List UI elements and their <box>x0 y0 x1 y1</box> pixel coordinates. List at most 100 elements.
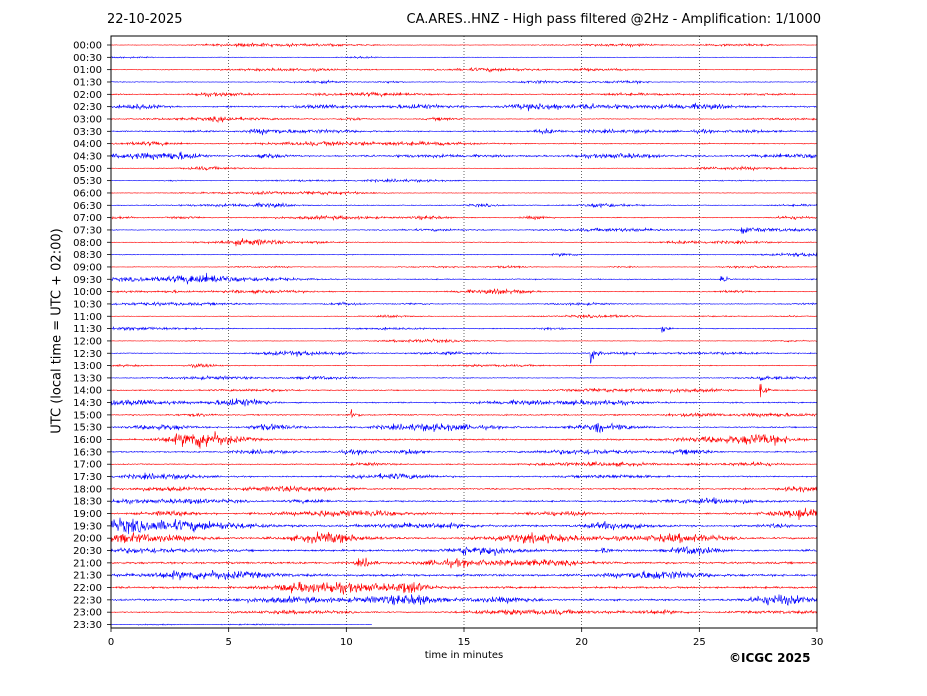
trace-1630 <box>110 448 818 456</box>
row-label: 00:30 <box>73 53 102 64</box>
x-tick-label: 15 <box>458 637 471 648</box>
row-label: 05:00 <box>73 164 102 175</box>
trace-0100 <box>110 67 818 73</box>
row-label: 03:00 <box>73 114 102 125</box>
row-label: 08:30 <box>73 250 102 261</box>
trace-0830 <box>110 252 818 258</box>
row-label: 04:00 <box>73 139 102 150</box>
trace-0730 <box>110 226 818 234</box>
trace-1100 <box>111 313 818 319</box>
trace-1300 <box>110 362 818 369</box>
trace-0130 <box>110 79 818 85</box>
trace-1930 <box>110 517 818 535</box>
row-label: 08:00 <box>73 238 102 249</box>
trace-1700 <box>110 460 818 467</box>
x-tick-label: 0 <box>108 637 114 648</box>
row-label: 01:30 <box>73 77 102 88</box>
trace-2000 <box>110 531 818 544</box>
trace-2230 <box>110 594 818 606</box>
trace-1400 <box>110 383 818 398</box>
trace-0200 <box>110 91 818 98</box>
trace-2100 <box>110 557 818 569</box>
plot-frame <box>110 35 818 629</box>
trace-1030 <box>110 301 818 307</box>
row-label: 22:00 <box>73 583 102 594</box>
trace-1330 <box>110 374 818 381</box>
trace-0300 <box>110 115 818 124</box>
row-label: 07:00 <box>73 213 102 224</box>
row-label: 10:30 <box>73 299 102 310</box>
trace-0030 <box>110 55 818 59</box>
date-label: 22-10-2025 <box>107 12 183 27</box>
trace-0000 <box>110 42 818 49</box>
row-label: 14:30 <box>73 398 102 409</box>
row-label: 11:00 <box>73 312 102 323</box>
trace-1230 <box>110 350 818 364</box>
trace-1130 <box>110 326 818 333</box>
chart-title: CA.ARES..HNZ - High pass filtered @2Hz -… <box>406 12 821 27</box>
row-label: 15:30 <box>73 423 102 434</box>
trace-0230 <box>110 102 818 112</box>
row-label: 16:00 <box>73 435 102 446</box>
trace-2200 <box>110 581 818 595</box>
row-label: 13:30 <box>73 373 102 384</box>
row-label: 17:00 <box>73 460 102 471</box>
trace-0400 <box>110 140 818 147</box>
x-tick-label: 30 <box>811 637 824 648</box>
trace-0530 <box>110 178 818 184</box>
x-tick-label: 25 <box>693 637 706 648</box>
row-label: 22:30 <box>73 595 102 606</box>
row-label: 21:30 <box>73 571 102 582</box>
trace-1530 <box>110 422 818 434</box>
row-label: 03:30 <box>73 127 102 138</box>
x-tick-label: 10 <box>340 637 353 648</box>
row-label: 06:00 <box>73 188 102 199</box>
row-label: 17:30 <box>73 472 102 483</box>
trace-1600 <box>110 431 818 449</box>
trace-1730 <box>110 472 818 481</box>
trace-1000 <box>110 288 818 295</box>
trace-1500 <box>110 409 818 419</box>
trace-2300 <box>110 608 818 616</box>
row-label: 11:30 <box>73 324 102 335</box>
trace-0430 <box>110 151 818 161</box>
trace-0800 <box>110 238 818 247</box>
x-tick-label: 5 <box>225 637 231 648</box>
row-label: 20:00 <box>73 534 102 545</box>
row-label: 16:30 <box>73 447 102 458</box>
row-label: 01:00 <box>73 65 102 76</box>
row-label: 12:30 <box>73 349 102 360</box>
trace-0500 <box>110 165 818 172</box>
row-label: 00:00 <box>73 41 102 52</box>
row-label: 09:30 <box>73 275 102 286</box>
row-label: 04:30 <box>73 151 102 162</box>
row-label: 14:00 <box>73 386 102 397</box>
row-label: 23:30 <box>73 620 102 631</box>
row-label: 18:00 <box>73 484 102 495</box>
row-label: 06:30 <box>73 201 102 212</box>
row-label: 15:00 <box>73 410 102 421</box>
trace-0330 <box>110 128 818 136</box>
trace-0900 <box>110 265 818 269</box>
row-label: 10:00 <box>73 287 102 298</box>
row-label: 02:30 <box>73 102 102 113</box>
row-label: 23:00 <box>73 608 102 619</box>
trace-2330 <box>110 623 373 626</box>
trace-1430 <box>110 398 818 407</box>
trace-0630 <box>110 201 818 209</box>
row-label: 13:00 <box>73 361 102 372</box>
trace-1900 <box>110 507 818 521</box>
copyright-label: ©ICGC 2025 <box>729 651 811 665</box>
row-label: 07:30 <box>73 225 102 236</box>
trace-0930 <box>110 272 818 285</box>
x-tick-label: 20 <box>575 637 588 648</box>
row-label: 21:00 <box>73 558 102 569</box>
trace-0700 <box>110 214 818 222</box>
trace-2030 <box>110 545 818 557</box>
row-label: 12:00 <box>73 336 102 347</box>
trace-1830 <box>110 497 818 505</box>
row-label: 09:00 <box>73 262 102 273</box>
trace-1800 <box>110 485 818 494</box>
trace-0600 <box>110 190 818 196</box>
